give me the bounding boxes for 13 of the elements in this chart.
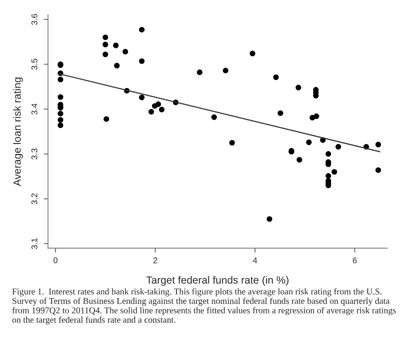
x-tick-label: 0 [53, 257, 58, 264]
y-tick-label: 3.6 [31, 14, 38, 25]
x-tick-label: 2 [153, 257, 158, 264]
y-tick-label: 3.3 [31, 148, 38, 160]
x-tick-label: 4 [252, 257, 258, 264]
y-axis-title: Average loan risk rating [13, 78, 23, 186]
x-axis-title: Target federal funds rate (in %) [146, 276, 288, 286]
y-tick-label: 3.2 [31, 193, 38, 204]
y-tick-label: 3.5 [31, 58, 38, 70]
y-tick-label: 3.1 [31, 238, 38, 250]
y-tick-label: 3.4 [31, 104, 38, 115]
caption: Figure 1. Interest rates and bank risk-taking. This figure plots the average loan risk rating from the U.S. Survey of Terms of Business Lending against the target nominal federal funds rate based on quarterly data from 1997Q2 to 2011Q4. The solid line represents the fitted values from a regression of average risk ratings on the target federal funds rate and a constant. [12, 288, 396, 325]
x-tick-label: 6 [352, 257, 357, 264]
